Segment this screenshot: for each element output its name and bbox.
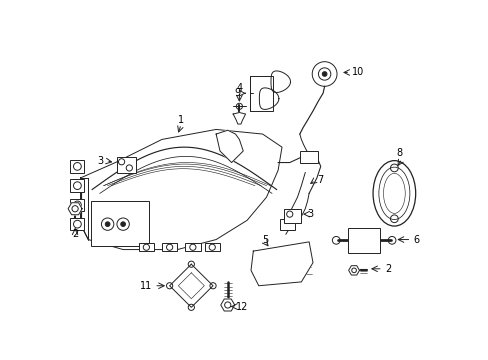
- Ellipse shape: [383, 173, 405, 213]
- Bar: [90, 201, 148, 246]
- Text: 11: 11: [140, 281, 152, 291]
- Polygon shape: [233, 112, 245, 124]
- Bar: [70, 199, 84, 211]
- Polygon shape: [81, 130, 282, 249]
- Bar: [284, 209, 301, 222]
- Text: 4: 4: [236, 83, 242, 93]
- Text: 3: 3: [98, 156, 103, 166]
- Bar: [299, 151, 318, 163]
- Bar: [117, 157, 135, 172]
- Polygon shape: [169, 264, 213, 307]
- Text: 2: 2: [384, 264, 390, 274]
- Text: 8: 8: [395, 148, 401, 158]
- Text: 2: 2: [72, 229, 78, 239]
- Circle shape: [105, 222, 110, 226]
- Bar: [204, 243, 220, 251]
- Text: 6: 6: [413, 235, 419, 244]
- Bar: [279, 219, 295, 230]
- Bar: [162, 243, 177, 251]
- Bar: [70, 160, 84, 172]
- Text: 12: 12: [235, 302, 247, 311]
- Text: 1: 1: [178, 115, 184, 125]
- Polygon shape: [270, 71, 290, 93]
- Circle shape: [322, 72, 326, 76]
- Bar: [70, 180, 84, 192]
- Bar: [70, 218, 84, 230]
- Circle shape: [121, 222, 125, 226]
- Text: 7: 7: [316, 175, 323, 185]
- Bar: [138, 243, 154, 251]
- Ellipse shape: [378, 167, 409, 220]
- Text: 5: 5: [261, 235, 267, 244]
- Polygon shape: [250, 242, 312, 286]
- Polygon shape: [68, 203, 82, 215]
- Text: 10: 10: [351, 67, 363, 77]
- Polygon shape: [259, 88, 278, 109]
- Bar: [347, 228, 380, 253]
- Ellipse shape: [372, 161, 415, 226]
- Bar: [250, 76, 273, 111]
- Text: 9: 9: [234, 88, 241, 98]
- Polygon shape: [220, 299, 234, 311]
- Polygon shape: [216, 130, 243, 163]
- Polygon shape: [348, 266, 359, 275]
- Bar: [185, 243, 200, 251]
- Text: 3: 3: [307, 209, 313, 219]
